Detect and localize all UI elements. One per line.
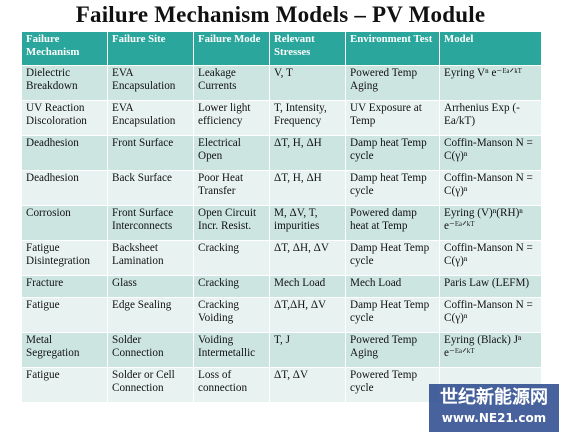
table-row: Deadhesion Front Surface Electrical Open…: [21, 135, 542, 171]
cell-failure-mechanism: UV Reaction Discoloration: [21, 100, 108, 136]
cell-failure-site: Solder Connection: [107, 332, 194, 368]
cell-relevant-stresses: ΔT,ΔH, ΔV: [269, 297, 346, 333]
cell-failure-mode: Cracking Voiding: [193, 297, 270, 333]
cell-environment-test: Damp Heat Temp cycle: [345, 297, 440, 333]
cell-environment-test: Mech Load: [345, 275, 440, 298]
cell-failure-site: Front Surface: [107, 135, 194, 171]
cell-relevant-stresses: V, T: [269, 65, 346, 101]
cell-failure-mechanism: Fracture: [21, 275, 108, 298]
cell-environment-test: Powered Temp Aging: [345, 65, 440, 101]
cell-failure-site: Glass: [107, 275, 194, 298]
cell-failure-mode: Loss of connection: [193, 367, 270, 403]
cell-failure-mode: Open Circuit Incr. Resist.: [193, 205, 270, 241]
table-row: Metal Segregation Solder Connection Void…: [21, 332, 542, 368]
cell-model: Eyring (V)ⁿ(RH)ⁿ e⁻ᴱᵃᐟᵏᵀ: [439, 205, 542, 241]
watermark-url: www.NE21.com: [441, 411, 547, 425]
cell-failure-mechanism: Fatigue Disintegration: [21, 240, 108, 276]
cell-model: Eyring (Black) Jⁿ e⁻ᴱᵃᐟᵏᵀ: [439, 332, 542, 368]
cell-failure-site: Edge Sealing: [107, 297, 194, 333]
cell-failure-site: Solder or Cell Connection: [107, 367, 194, 403]
table-row: Fatigue Edge Sealing Cracking Voiding ΔT…: [21, 297, 542, 333]
cell-failure-mechanism: Deadhesion: [21, 135, 108, 171]
header-failure-site: Failure Site: [107, 31, 194, 66]
cell-failure-mode: Cracking: [193, 275, 270, 298]
table-row: Deadhesion Back Surface Poor Heat Transf…: [21, 170, 542, 206]
header-environment-test: Environment Test: [345, 31, 440, 66]
cell-model: Coffin-Manson N = C(γ)ⁿ: [439, 170, 542, 206]
header-relevant-stresses: Relevant Stresses: [269, 31, 346, 66]
cell-failure-mechanism: Deadhesion: [21, 170, 108, 206]
cell-environment-test: UV Exposure at Temp: [345, 100, 440, 136]
cell-model: Coffin-Manson N = C(γ)ⁿ: [439, 240, 542, 276]
cell-failure-mechanism: Metal Segregation: [21, 332, 108, 368]
cell-failure-mode: Cracking: [193, 240, 270, 276]
cell-model: Coffin-Manson N = C(γ)ⁿ: [439, 135, 542, 171]
cell-failure-mode: Poor Heat Transfer: [193, 170, 270, 206]
cell-model: Eyring Vⁿ e⁻ᴱᵃᐟᵏᵀ: [439, 65, 542, 101]
cell-relevant-stresses: ΔT, H, ΔH: [269, 135, 346, 171]
table-row: Corrosion Front Surface Interconnects Op…: [21, 205, 542, 241]
table-row: Fracture Glass Cracking Mech Load Mech L…: [21, 275, 542, 298]
cell-relevant-stresses: T, Intensity, Frequency: [269, 100, 346, 136]
header-model: Model: [439, 31, 542, 66]
cell-environment-test: Damp heat Temp cycle: [345, 135, 440, 171]
cell-model: Paris Law (LEFM): [439, 275, 542, 298]
cell-failure-mechanism: Fatigue: [21, 297, 108, 333]
cell-failure-mode: Electrical Open: [193, 135, 270, 171]
cell-environment-test: Damp Heat Temp cycle: [345, 240, 440, 276]
table-row: Fatigue Disintegration Backsheet Laminat…: [21, 240, 542, 276]
watermark-logo: 世纪新能源网 www.NE21.com: [429, 384, 559, 432]
cell-failure-mechanism: Fatigue: [21, 367, 108, 403]
cell-relevant-stresses: ΔT, H, ΔH: [269, 170, 346, 206]
table-header-row: Failure Mechanism Failure Site Failure M…: [21, 31, 542, 66]
cell-failure-site: EVA Encapsulation: [107, 100, 194, 136]
cell-relevant-stresses: ΔT, ΔV: [269, 367, 346, 403]
cell-model: Coffin-Manson N = C(γ)ⁿ: [439, 297, 542, 333]
header-failure-mode: Failure Mode: [193, 31, 270, 66]
cell-relevant-stresses: T, J: [269, 332, 346, 368]
cell-failure-site: Back Surface: [107, 170, 194, 206]
cell-failure-site: Front Surface Interconnects: [107, 205, 194, 241]
failure-mechanism-table: Failure Mechanism Failure Site Failure M…: [21, 31, 542, 403]
cell-model: Arrhenius Exp (-Ea/kT): [439, 100, 542, 136]
watermark-chinese-text: 世纪新能源网: [440, 387, 548, 408]
table-row: UV Reaction Discoloration EVA Encapsulat…: [21, 100, 542, 136]
cell-failure-site: EVA Encapsulation: [107, 65, 194, 101]
cell-failure-mode: Leakage Currents: [193, 65, 270, 101]
cell-environment-test: Damp heat Temp cycle: [345, 170, 440, 206]
cell-failure-mechanism: Corrosion: [21, 205, 108, 241]
table-row: Dielectric Breakdown EVA Encapsulation L…: [21, 65, 542, 101]
cell-failure-site: Backsheet Lamination: [107, 240, 194, 276]
cell-relevant-stresses: Mech Load: [269, 275, 346, 298]
cell-environment-test: Powered Temp Aging: [345, 332, 440, 368]
cell-relevant-stresses: M, ΔV, T, impurities: [269, 205, 346, 241]
cell-failure-mode: Voiding Intermetallic: [193, 332, 270, 368]
cell-failure-mechanism: Dielectric Breakdown: [21, 65, 108, 101]
page-title: Failure Mechanism Models – PV Module: [75, 2, 486, 27]
cell-failure-mode: Lower light efficiency: [193, 100, 270, 136]
cell-environment-test: Powered Temp cycle: [345, 367, 440, 403]
cell-relevant-stresses: ΔT, ΔH, ΔV: [269, 240, 346, 276]
header-failure-mechanism: Failure Mechanism: [21, 31, 108, 66]
cell-environment-test: Powered damp heat at Temp: [345, 205, 440, 241]
